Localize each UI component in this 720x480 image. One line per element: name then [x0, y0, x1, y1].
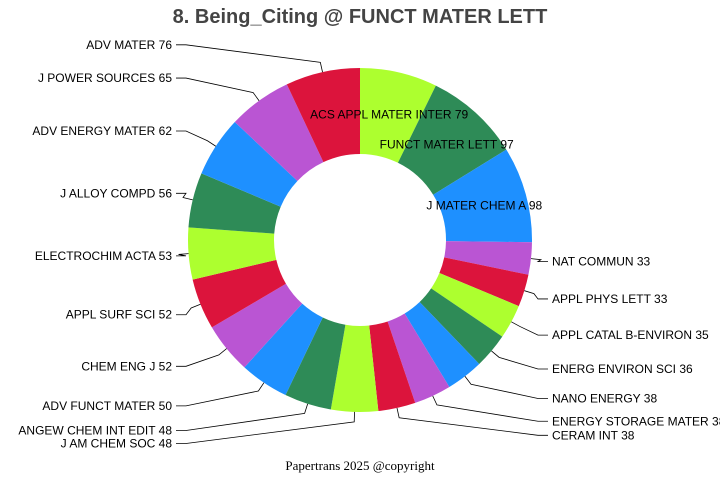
label-adv-mater: ADV MATER 76 — [86, 38, 172, 52]
leader-adv-mater — [176, 44, 323, 73]
slice-ceram-int — [369, 321, 416, 412]
leader-adv-funct-mater — [176, 382, 265, 407]
label-appl-phys-lett: APPL PHYS LETT 33 — [552, 292, 668, 306]
slice-energy-storage-mater — [387, 313, 450, 403]
label-chem-eng-j: CHEM ENG J 52 — [81, 359, 172, 373]
slice-j-power-sources — [234, 84, 324, 182]
leader-j-am-chem-soc — [176, 411, 355, 444]
slice-chem-eng-j — [211, 283, 303, 368]
slice-appl-catal-b-environ — [431, 273, 519, 337]
leader-appl-surf-sci — [176, 303, 201, 316]
leader-appl-phys-lett — [524, 290, 548, 300]
label-nat-commun: NAT COMMUN 33 — [552, 255, 651, 269]
slice-adv-funct-mater — [244, 303, 323, 396]
footer-copyright: Papertrans 2025 @copyright — [285, 458, 435, 473]
label-funct-mater-lett: FUNCT MATER LETT 97 — [380, 137, 514, 151]
slice-j-am-chem-soc — [330, 324, 379, 412]
label-ceram-int: CERAM INT 38 — [552, 428, 635, 442]
chart-title: 8. Being_Citing @ FUNCT MATER LETT — [172, 6, 548, 28]
slice-nano-energy — [404, 301, 480, 387]
slice-appl-surf-sci — [192, 259, 286, 328]
label-energy-storage-mater: ENERGY STORAGE MATER 38 — [552, 414, 720, 428]
label-appl-surf-sci: APPL SURF SCI 52 — [66, 308, 173, 322]
leader-angew-chem-int-edit — [176, 403, 309, 431]
slice-j-alloy-compd — [188, 173, 281, 234]
leader-electrochim-acta — [176, 253, 189, 257]
slice-labels: ACS APPL MATER INTER 79 FUNCT MATER LETT … — [18, 38, 720, 451]
label-appl-catal-b-environ: APPL CATAL B-ENVIRON 35 — [552, 328, 709, 342]
slice-adv-energy-mater — [201, 122, 298, 207]
leader-nano-energy — [464, 376, 548, 399]
leader-lines — [176, 44, 548, 444]
leader-energy-storage-mater — [432, 395, 548, 422]
label-electrochim-acta: ELECTROCHIM ACTA 53 — [35, 249, 172, 263]
leader-nat-commun — [530, 258, 548, 263]
label-j-alloy-compd: J ALLOY COMPD 56 — [60, 186, 172, 200]
slices — [188, 68, 532, 412]
leader-chem-eng-j — [176, 348, 227, 367]
slice-nat-commun — [444, 241, 532, 275]
label-adv-energy-mater: ADV ENERGY MATER 62 — [32, 124, 172, 138]
leader-j-alloy-compd — [176, 192, 193, 201]
label-nano-energy: NANO ENERGY 38 — [552, 391, 657, 405]
slice-adv-mater — [286, 68, 360, 163]
slice-electrochim-acta — [188, 227, 277, 280]
label-adv-funct-mater: ADV FUNCT MATER 50 — [42, 399, 172, 413]
leader-appl-catal-b-environ — [511, 321, 548, 336]
leader-ceram-int — [396, 407, 548, 436]
slice-energ-environ-sci — [419, 288, 503, 364]
label-energ-environ-sci: ENERG ENVIRON SCI 36 — [552, 362, 693, 376]
leader-energ-environ-sci — [491, 350, 548, 370]
leader-j-power-sources — [176, 77, 260, 101]
label-acs-appl-mater-inter: ACS APPL MATER INTER 79 — [310, 107, 468, 121]
label-angew-chem-int-edit: ANGEW CHEM INT EDIT 48 — [18, 424, 172, 438]
slice-funct-mater-lett — [397, 85, 507, 195]
label-j-am-chem-soc: J AM CHEM SOC 48 — [61, 437, 173, 451]
slice-appl-phys-lett — [439, 257, 529, 307]
slice-angew-chem-int-edit — [285, 317, 346, 410]
label-j-power-sources: J POWER SOURCES 65 — [38, 71, 172, 85]
leader-adv-energy-mater — [176, 130, 217, 147]
label-j-mater-chem-a: J MATER CHEM A 98 — [426, 199, 542, 213]
slice-j-mater-chem-a — [433, 149, 532, 243]
slice-acs-appl-mater-inter — [360, 68, 436, 163]
